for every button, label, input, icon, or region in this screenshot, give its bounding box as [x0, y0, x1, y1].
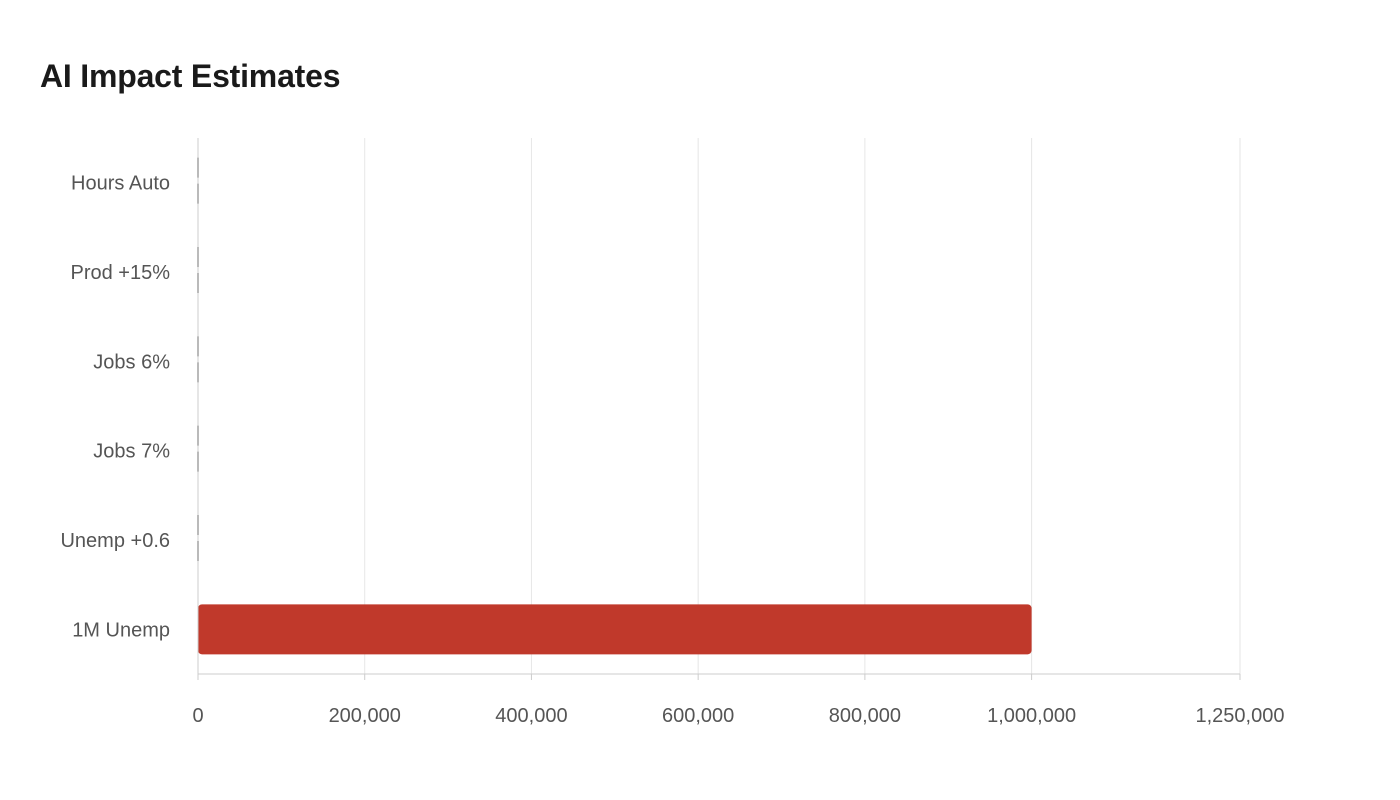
x-tick-label: 400,000	[495, 705, 567, 727]
y-category-label: Jobs 6%	[93, 351, 170, 373]
x-tick-label: 0	[192, 705, 203, 727]
x-tick-label: 800,000	[829, 705, 901, 727]
y-category-label: 1M Unemp	[72, 619, 170, 641]
axis-layer	[197, 138, 1241, 680]
grid-layer	[364, 138, 1241, 674]
y-category-label: Hours Auto	[71, 173, 170, 195]
x-tick-label: 200,000	[329, 705, 401, 727]
chart-title: AI Impact Estimates	[40, 58, 341, 94]
y-category-label: Prod +15%	[70, 262, 170, 284]
x-tick-label: 1,000,000	[987, 705, 1076, 727]
y-category-label: Unemp +0.6	[60, 530, 170, 552]
y-category-label: Jobs 7%	[93, 441, 170, 463]
bar-layer	[197, 157, 1032, 655]
x-tick-label: 600,000	[662, 705, 734, 727]
bar	[198, 604, 1032, 655]
label-layer: 0 200,000 400,000 600,000 800,000 1,000,000 1,…	[60, 173, 1284, 727]
x-tick-label: 1,250,000	[1196, 705, 1285, 727]
